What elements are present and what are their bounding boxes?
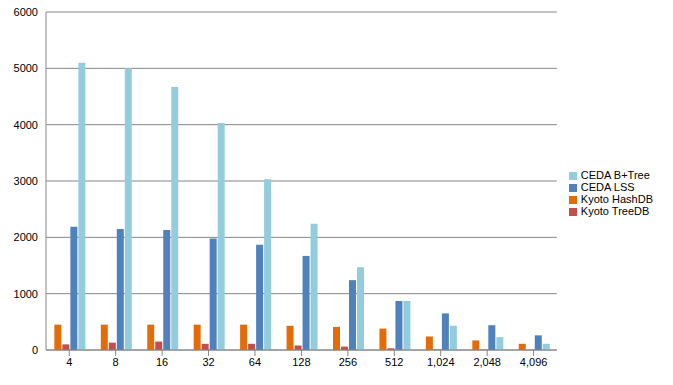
svg-text:16: 16 bbox=[156, 356, 168, 368]
svg-text:6000: 6000 bbox=[14, 6, 38, 18]
svg-text:8: 8 bbox=[113, 356, 119, 368]
svg-text:2000: 2000 bbox=[14, 231, 38, 243]
html-text:CEDA B+Tree: CEDA B+Tree bbox=[580, 168, 650, 181]
svg-text:4,096: 4,096 bbox=[520, 356, 548, 368]
svg-text:512: 512 bbox=[385, 356, 403, 368]
svg-text:1,024: 1,024 bbox=[427, 356, 455, 368]
html-text:Kyoto HashDB: Kyoto HashDB bbox=[580, 192, 653, 205]
svg-text:0: 0 bbox=[32, 344, 38, 356]
svg-text:4: 4 bbox=[66, 356, 72, 368]
svg-text:64: 64 bbox=[249, 356, 261, 368]
html-text:Kyoto TreeDB: Kyoto TreeDB bbox=[580, 204, 650, 217]
svg-text:2,048: 2,048 bbox=[473, 356, 501, 368]
svg-text:128: 128 bbox=[292, 356, 310, 368]
svg-text:32: 32 bbox=[202, 356, 214, 368]
html-text:CEDA LSS: CEDA LSS bbox=[580, 180, 635, 193]
svg-text:4000: 4000 bbox=[14, 119, 38, 131]
svg-text:1000: 1000 bbox=[14, 288, 38, 300]
svg-text:5000: 5000 bbox=[14, 62, 38, 74]
svg-text:256: 256 bbox=[339, 356, 357, 368]
svg-text:3000: 3000 bbox=[14, 175, 38, 187]
